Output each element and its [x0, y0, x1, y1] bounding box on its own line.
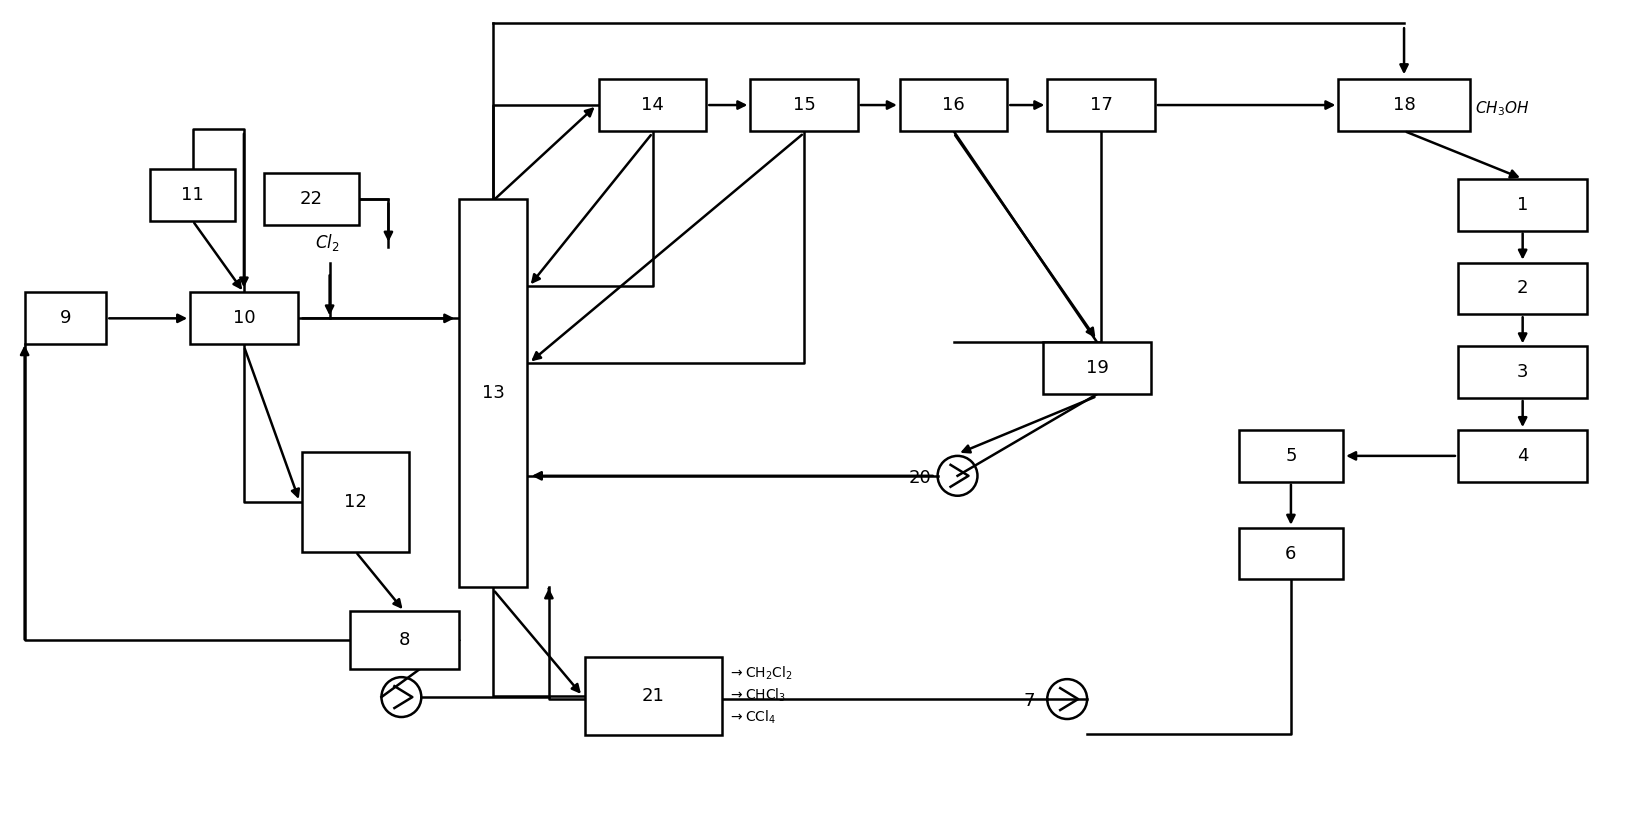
Text: 12: 12	[343, 493, 366, 511]
Text: 5: 5	[1285, 447, 1297, 465]
Bar	[150, 169, 235, 221]
Text: 1: 1	[1517, 196, 1529, 213]
Bar	[585, 657, 723, 735]
Text: Cl$_2$: Cl$_2$	[316, 232, 340, 253]
Text: 11: 11	[181, 186, 204, 204]
Bar	[190, 292, 298, 344]
Text: 3: 3	[1517, 363, 1529, 381]
Text: 2: 2	[1517, 280, 1529, 297]
Text: 15: 15	[793, 96, 816, 114]
Text: 19: 19	[1086, 360, 1109, 377]
Text: $\rightarrow$CH$_2$Cl$_2$: $\rightarrow$CH$_2$Cl$_2$	[728, 664, 793, 682]
Text: 10: 10	[232, 309, 255, 328]
Bar	[1458, 430, 1588, 482]
Bar	[25, 292, 106, 344]
Bar	[1048, 79, 1154, 131]
Text: 20: 20	[909, 469, 930, 487]
Text: $\rightarrow$CCl$_4$: $\rightarrow$CCl$_4$	[728, 708, 777, 726]
Text: 13: 13	[482, 384, 505, 402]
Text: 4: 4	[1517, 447, 1529, 465]
Text: 22: 22	[299, 190, 322, 207]
Bar	[1339, 79, 1470, 131]
Bar	[350, 612, 459, 669]
Text: 18: 18	[1393, 96, 1416, 114]
Text: CH$_3$OH: CH$_3$OH	[1475, 100, 1529, 118]
Bar	[302, 452, 409, 552]
Text: 9: 9	[60, 309, 72, 328]
Text: 7: 7	[1024, 692, 1035, 710]
Text: $\rightarrow$CHCl$_3$: $\rightarrow$CHCl$_3$	[728, 686, 786, 704]
Text: 6: 6	[1285, 544, 1297, 563]
Bar	[1043, 342, 1151, 394]
Bar	[1458, 179, 1588, 231]
Bar	[598, 79, 706, 131]
Bar	[750, 79, 858, 131]
Bar	[459, 199, 526, 587]
Bar	[1239, 430, 1344, 482]
Bar	[899, 79, 1007, 131]
Text: 21: 21	[643, 687, 665, 705]
Text: 17: 17	[1089, 96, 1112, 114]
Bar	[1239, 528, 1344, 580]
Bar	[1458, 263, 1588, 314]
Text: 14: 14	[641, 96, 664, 114]
Bar	[263, 173, 358, 224]
Text: 8: 8	[399, 632, 410, 649]
Bar	[1458, 346, 1588, 398]
Text: 16: 16	[942, 96, 965, 114]
